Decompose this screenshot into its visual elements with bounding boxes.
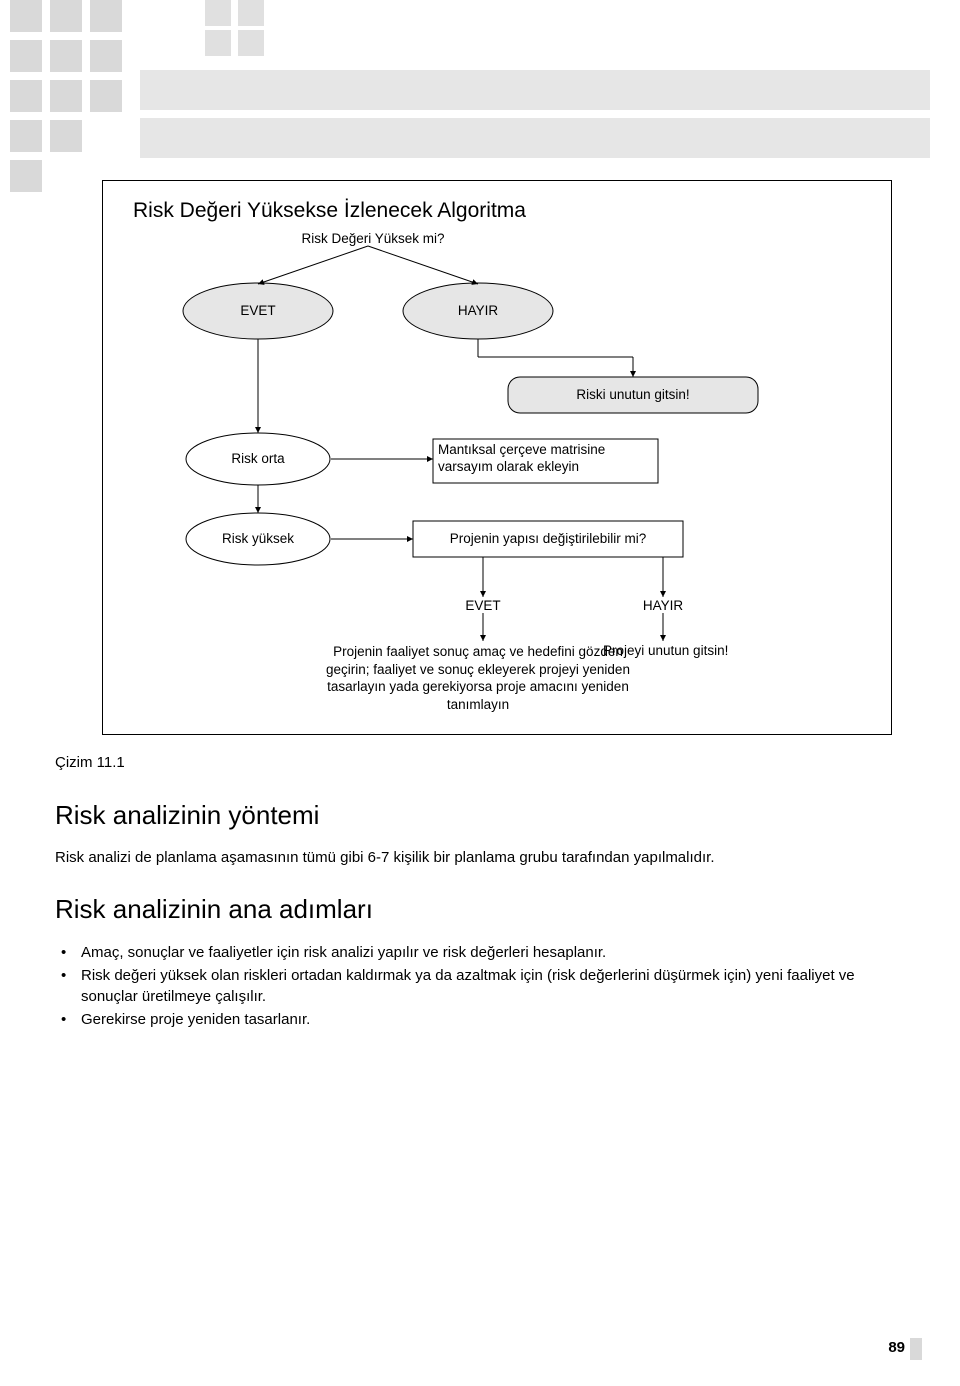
label-matrix: Mantıksal çerçeve matrisine varsayım ola…	[438, 442, 653, 476]
para-method: Risk analizi de planlama aşamasının tümü…	[55, 848, 875, 868]
list-item: Amaç, sonuçlar ve faaliyetler için risk …	[55, 942, 855, 963]
page-number: 89	[888, 1339, 905, 1356]
heading-method: Risk analizinin yöntemi	[55, 800, 319, 831]
label-risk-orta: Risk orta	[213, 451, 303, 466]
bullet-list: Amaç, sonuçlar ve faaliyetler için risk …	[55, 942, 855, 1032]
figure-caption: Çizim 11.1	[55, 754, 125, 771]
label-can-change: Projenin yapısı değiştirilebilir mi?	[418, 531, 678, 546]
page-strip-decoration	[910, 1338, 922, 1360]
flowchart-container: Risk Değeri Yüksekse İzlenecek Algoritma…	[102, 180, 892, 735]
label-forget-risk: Riski unutun gitsin!	[508, 387, 758, 402]
label-evet2: EVET	[458, 598, 508, 613]
list-item: Gerekirse proje yeniden tasarlanır.	[55, 1009, 855, 1030]
label-redesign: Projenin faaliyet sonuç amaç ve hedefini…	[323, 643, 633, 713]
label-hayir2: HAYIR	[638, 598, 688, 613]
label-evet: EVET	[223, 303, 293, 318]
label-forget-project: Projeyi unutun gitsin!	[603, 643, 733, 658]
heading-steps: Risk analizinin ana adımları	[55, 894, 373, 925]
label-risk-yuksek: Risk yüksek	[213, 531, 303, 546]
label-hayir: HAYIR	[443, 303, 513, 318]
list-item: Risk değeri yüksek olan riskleri ortadan…	[55, 965, 855, 1007]
